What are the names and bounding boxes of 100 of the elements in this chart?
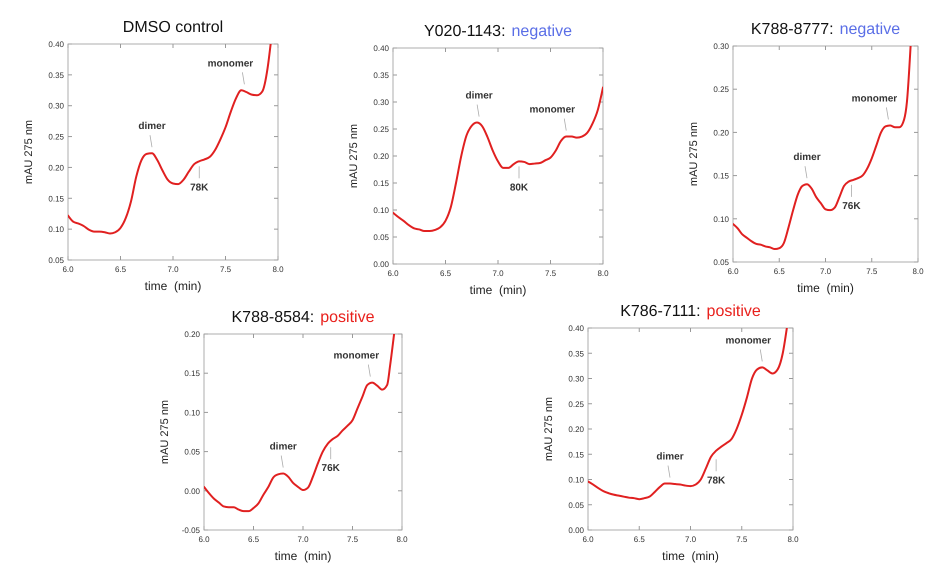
y-tick-label: 0.10 <box>568 476 585 484</box>
chart-subtitle: negative <box>840 21 900 38</box>
y-axis-title: mAU 275 nm <box>348 124 360 188</box>
y-tick-label: 0.35 <box>568 349 585 358</box>
y-tick-label: 0.40 <box>48 40 65 49</box>
chart-title: K788-8777: <box>750 21 834 38</box>
y-tick-label: 0.40 <box>373 44 390 53</box>
annotation: monomer <box>334 350 380 362</box>
y-tick-label: 0.10 <box>713 214 730 224</box>
annotation: 76K <box>322 463 341 474</box>
x-tick-label: 6.5 <box>114 265 127 274</box>
y-axis-title: mAU 275 nm <box>159 400 171 464</box>
y-tick-label: 0.10 <box>48 225 65 234</box>
chart-subtitle: positive <box>320 309 375 326</box>
y-tick-label: 0.10 <box>373 206 390 215</box>
y-tick-label: 0.35 <box>373 71 390 80</box>
y-tick-label: 0.25 <box>373 125 390 134</box>
x-tick-label: 8.0 <box>787 535 800 544</box>
x-tick-label: 7.0 <box>167 265 180 274</box>
x-tick-label: 7.0 <box>297 535 310 544</box>
chart-title: K788-8584: <box>232 309 314 326</box>
x-axis-title: time (min) <box>797 281 854 295</box>
y-tick-label: 0.00 <box>373 260 390 269</box>
x-tick-label: 6.0 <box>387 269 400 278</box>
x-tick-label: 7.0 <box>492 269 504 278</box>
line-series <box>588 328 788 500</box>
y-tick-label: 0.00 <box>184 486 201 496</box>
chart-title: DMSO control <box>122 19 224 36</box>
chart-title: Y020-1143: <box>424 23 506 40</box>
annotation: dimer <box>270 442 297 453</box>
x-tick-label: 8.0 <box>396 535 408 544</box>
x-tick-label: 6.5 <box>440 269 452 278</box>
y-tick-label: 0.20 <box>568 425 585 434</box>
y-tick-label: 0.20 <box>373 152 390 161</box>
x-axis-title: time (min) <box>662 549 719 563</box>
x-axis-title: time (min) <box>470 283 526 297</box>
y-axis-title: mAU 275 nm <box>543 396 555 462</box>
y-axis-title: mAU 275 nm <box>23 120 35 184</box>
y-tick-label: 0.35 <box>48 70 65 80</box>
y-tick-label: 0.20 <box>184 330 201 339</box>
y-tick-label: 0.25 <box>48 132 65 142</box>
y-tick-label: 0.15 <box>184 369 201 378</box>
x-tick-label: 7.5 <box>544 269 557 278</box>
y-tick-label: 0.30 <box>568 374 585 384</box>
line-series <box>68 44 272 234</box>
x-tick-label: 6.0 <box>62 265 74 274</box>
x-tick-label: 7.5 <box>736 535 748 544</box>
y-tick-label: 0.40 <box>568 324 585 333</box>
chart-subtitle: negative <box>512 23 572 40</box>
annotation: monomer <box>529 104 576 116</box>
x-tick-label: 8.0 <box>912 267 924 276</box>
annotation: monomer <box>725 335 772 346</box>
x-axis-title: time (min) <box>274 549 332 563</box>
annotation: 78K <box>190 182 210 194</box>
y-tick-label: 0.15 <box>568 450 585 460</box>
x-tick-label: 6.0 <box>727 267 740 276</box>
x-axis-title: time (min) <box>144 279 202 293</box>
annotation: dimer <box>465 90 493 102</box>
y-tick-label: 0.30 <box>713 42 730 51</box>
y-tick-label: -0.05 <box>182 526 201 535</box>
y-tick-label: 0.15 <box>373 179 390 188</box>
line-series <box>393 86 603 232</box>
y-axis-title: mAU 275 nm <box>688 122 700 186</box>
y-tick-label: 0.05 <box>568 500 585 510</box>
x-tick-label: 8.0 <box>597 269 610 278</box>
chart-title: K786-7111: <box>620 303 701 320</box>
annotation: dimer <box>138 121 166 132</box>
y-tick-label: 0.25 <box>568 400 585 409</box>
y-tick-label: 0.05 <box>48 256 65 265</box>
line-series <box>733 46 912 250</box>
y-tick-label: 0.05 <box>713 258 730 267</box>
x-tick-label: 6.5 <box>774 267 786 276</box>
x-tick-label: 8.0 <box>272 265 284 274</box>
x-tick-label: 7.5 <box>220 265 232 274</box>
y-tick-label: 0.10 <box>184 408 201 418</box>
line-series <box>204 334 396 512</box>
x-tick-label: 7.0 <box>684 535 697 544</box>
y-tick-label: 0.00 <box>568 526 585 535</box>
annotation: 78K <box>706 475 726 486</box>
y-tick-label: 0.25 <box>713 85 730 94</box>
x-tick-label: 7.5 <box>866 267 878 276</box>
x-tick-label: 6.0 <box>582 535 594 544</box>
y-tick-label: 0.15 <box>48 194 65 204</box>
annotation: monomer <box>208 58 254 70</box>
annotation: dimer <box>656 452 684 463</box>
x-tick-label: 7.5 <box>346 535 359 544</box>
x-tick-label: 6.0 <box>198 535 210 544</box>
annotation: 80K <box>510 182 529 194</box>
annotation: monomer <box>852 93 898 104</box>
x-tick-label: 6.5 <box>634 535 646 544</box>
chart-subtitle: positive <box>706 303 761 320</box>
annotation: 76K <box>842 200 862 212</box>
y-tick-label: 0.05 <box>184 448 201 457</box>
y-tick-label: 0.15 <box>713 172 730 181</box>
y-tick-label: 0.20 <box>48 163 65 172</box>
y-tick-label: 0.05 <box>373 233 390 242</box>
annotation: dimer <box>793 152 821 164</box>
y-tick-label: 0.20 <box>713 128 730 138</box>
y-tick-label: 0.30 <box>48 102 65 111</box>
x-tick-label: 6.5 <box>248 535 260 544</box>
